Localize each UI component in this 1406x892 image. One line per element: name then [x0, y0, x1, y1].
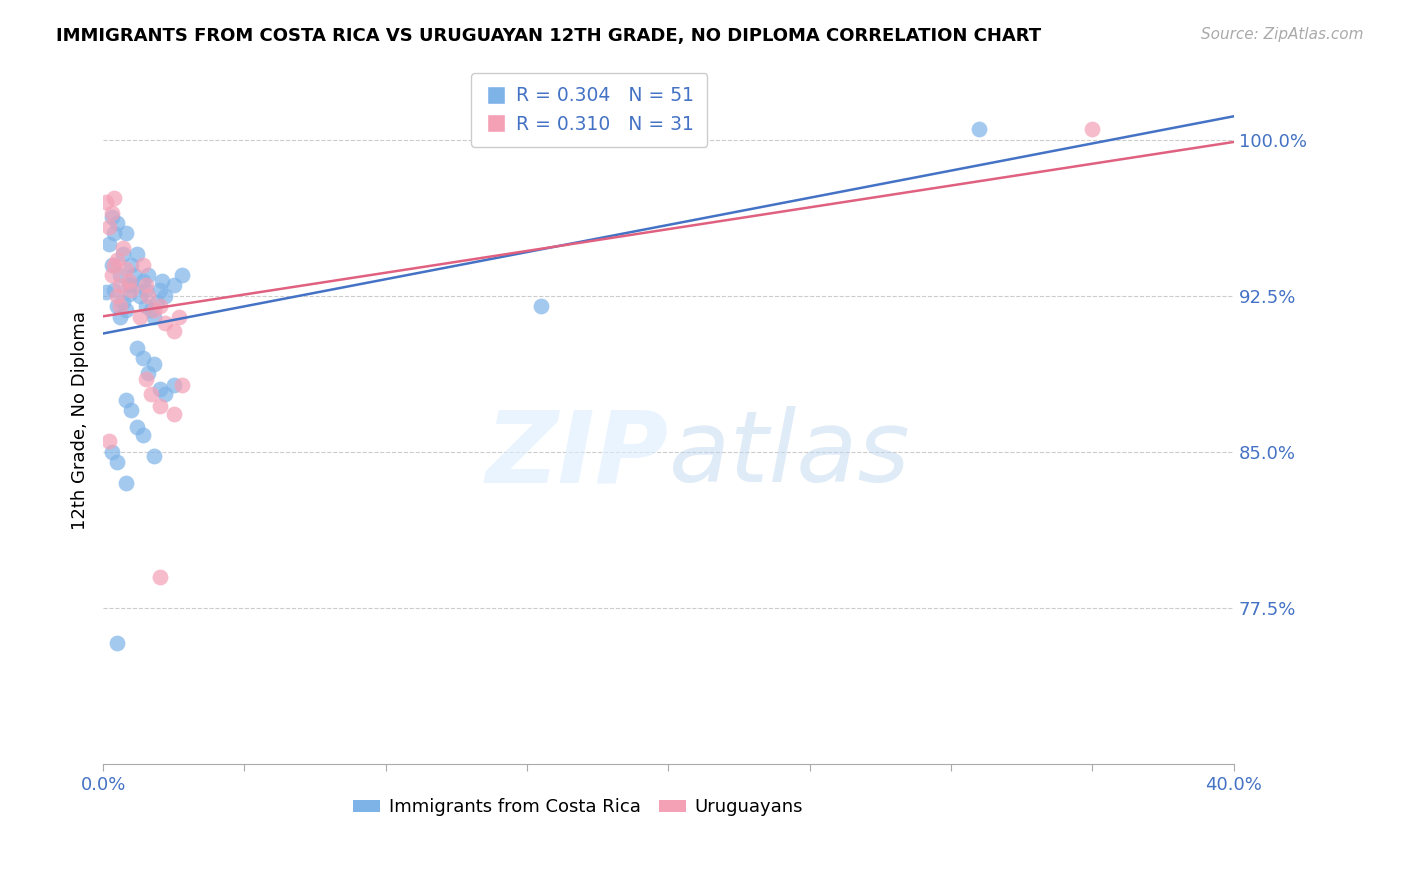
Point	[163, 378, 186, 392]
Point	[143, 310, 166, 324]
Text: ZIP: ZIP	[485, 407, 668, 503]
Point	[125, 420, 148, 434]
Point	[131, 274, 153, 288]
Point	[125, 247, 148, 261]
Y-axis label: 12th Grade, No Diploma: 12th Grade, No Diploma	[72, 311, 89, 530]
Point	[105, 289, 128, 303]
Legend: Immigrants from Costa Rica, Uruguayans: Immigrants from Costa Rica, Uruguayans	[346, 791, 810, 823]
Point	[152, 274, 174, 288]
Point	[120, 403, 142, 417]
Point	[138, 366, 160, 380]
Point	[135, 283, 157, 297]
Point	[100, 210, 122, 224]
Point	[135, 372, 157, 386]
Point	[138, 289, 160, 303]
Point	[120, 278, 142, 293]
Text: atlas: atlas	[668, 407, 910, 503]
Point	[111, 247, 134, 261]
Point	[135, 278, 157, 293]
Point	[103, 283, 125, 297]
Point	[117, 278, 139, 293]
Point	[111, 241, 134, 255]
Point	[114, 476, 136, 491]
Point	[105, 455, 128, 469]
Point	[169, 310, 191, 324]
Point	[114, 303, 136, 318]
Point	[97, 220, 120, 235]
Point	[530, 299, 553, 313]
Point	[100, 258, 122, 272]
Point	[120, 258, 142, 272]
Point	[103, 227, 125, 241]
Point	[103, 258, 125, 272]
Point	[97, 434, 120, 449]
Point	[163, 278, 186, 293]
Point	[117, 286, 139, 301]
Point	[105, 636, 128, 650]
Point	[114, 261, 136, 276]
Point	[128, 289, 150, 303]
Point	[131, 351, 153, 366]
Point	[172, 268, 194, 282]
Point	[114, 392, 136, 407]
Point	[155, 316, 177, 330]
Point	[111, 295, 134, 310]
Point	[143, 358, 166, 372]
Point	[143, 303, 166, 318]
Point	[94, 285, 117, 299]
Point	[149, 383, 172, 397]
Point	[141, 386, 163, 401]
Point	[149, 283, 172, 297]
Point	[131, 258, 153, 272]
Text: Source: ZipAtlas.com: Source: ZipAtlas.com	[1201, 27, 1364, 42]
Point	[146, 295, 169, 310]
Point	[105, 253, 128, 268]
Point	[117, 274, 139, 288]
Point	[138, 268, 160, 282]
Point	[108, 268, 131, 282]
Point	[120, 283, 142, 297]
Point	[149, 299, 172, 313]
Point	[135, 299, 157, 313]
Point	[128, 310, 150, 324]
Point	[114, 227, 136, 241]
Point	[108, 299, 131, 313]
Point	[125, 341, 148, 355]
Point	[149, 569, 172, 583]
Point	[1081, 122, 1104, 136]
Point	[100, 205, 122, 219]
Point	[141, 303, 163, 318]
Point	[103, 191, 125, 205]
Point	[163, 324, 186, 338]
Point	[143, 449, 166, 463]
Point	[131, 428, 153, 442]
Point	[172, 378, 194, 392]
Point	[94, 195, 117, 210]
Point	[163, 408, 186, 422]
Point	[100, 445, 122, 459]
Point	[105, 216, 128, 230]
Point	[149, 399, 172, 413]
Text: IMMIGRANTS FROM COSTA RICA VS URUGUAYAN 12TH GRADE, NO DIPLOMA CORRELATION CHART: IMMIGRANTS FROM COSTA RICA VS URUGUAYAN …	[56, 27, 1042, 45]
Point	[105, 299, 128, 313]
Point	[969, 122, 991, 136]
Point	[108, 278, 131, 293]
Point	[155, 289, 177, 303]
Point	[108, 310, 131, 324]
Point	[97, 236, 120, 251]
Point	[100, 268, 122, 282]
Point	[155, 386, 177, 401]
Point	[122, 268, 145, 282]
